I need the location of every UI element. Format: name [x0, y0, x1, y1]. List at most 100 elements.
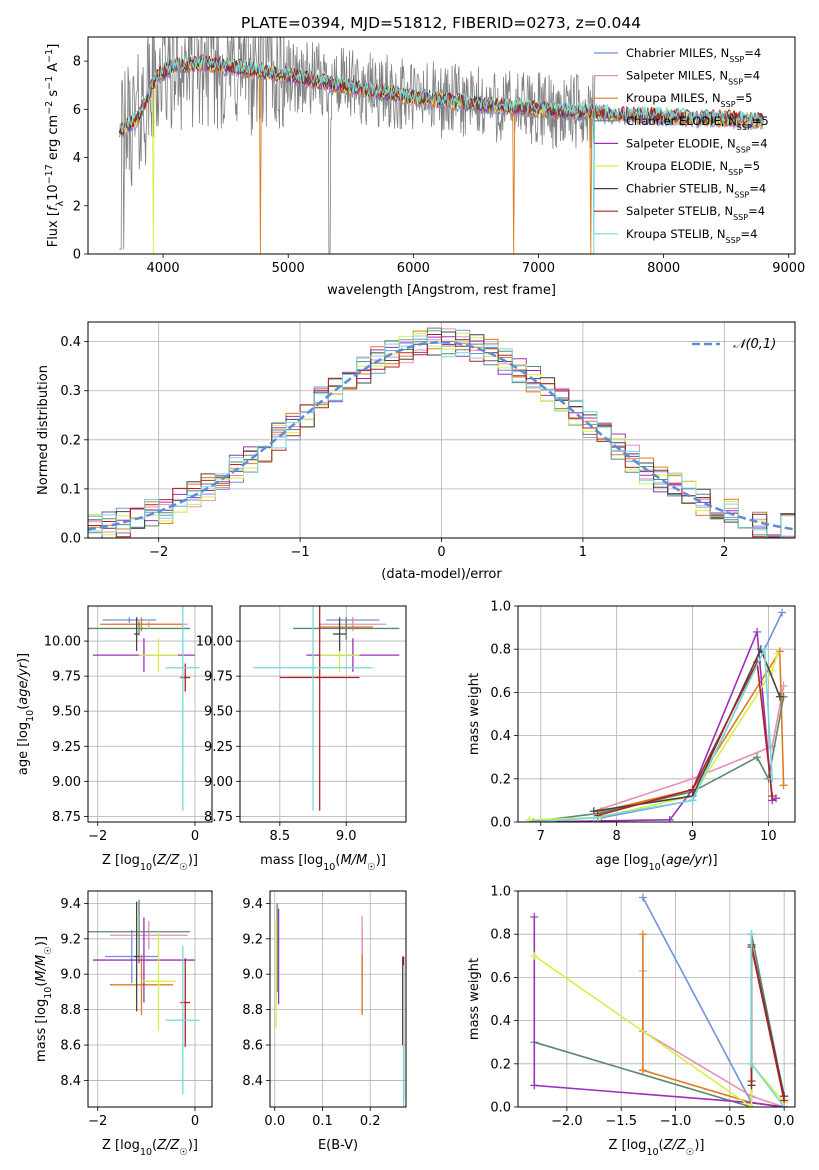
- y-tick-label: 8.6: [242, 1039, 263, 1054]
- x-axis-label: (data-model)/error: [381, 567, 502, 582]
- legend-label: Kroupa ELODIE, NSSP=5: [626, 159, 760, 177]
- axes-mass-vs-ebv: 0.0 0.1 0.2 8.4 8.6 8.8 9.0 9.2 9.4: [242, 890, 407, 1129]
- spectrum-model-line: [118, 56, 764, 136]
- legend-label: Salpeter STELIB, NSSP=4: [626, 204, 765, 222]
- weight-point-marker: [753, 627, 762, 636]
- legend-label: Kroupa STELIB, NSSP=4: [626, 227, 757, 245]
- y-tick-label: 8.75: [52, 810, 81, 825]
- legend-label: 𝒩(0,1): [733, 337, 776, 352]
- figure-title: PLATE=0394, MJD=51812, FIBERID=0273, z=0…: [241, 14, 641, 32]
- y-axis-label: mass weight: [467, 958, 482, 1040]
- x-tick-label: 8.5: [269, 829, 290, 844]
- y-tick-label: 9.75: [204, 670, 233, 685]
- legend-label: Chabrier ELODIE, NSSP=5: [626, 114, 769, 132]
- weight-point-marker: [747, 1059, 756, 1068]
- plot-area-age-vs-z: [88, 606, 200, 811]
- weight-point-marker: [638, 893, 647, 902]
- y-tick-label: 1.0: [490, 885, 511, 900]
- y-axis-label: Flux [fλ10−17 erg cm−2 s−1 A−1]: [44, 44, 66, 248]
- y-tick-label: 9.00: [52, 775, 81, 790]
- weight-line: [529, 653, 779, 821]
- x-axis-label: Z [log10(Z/Z☉)]: [102, 1138, 198, 1158]
- weight-point-marker: [768, 792, 777, 801]
- axes-frame: [87, 321, 796, 539]
- y-axis-label: mass weight: [467, 673, 482, 755]
- y-tick-label: 0.6: [490, 971, 511, 986]
- weight-point-marker: [778, 608, 787, 617]
- y-tick-label: 0.6: [490, 686, 511, 701]
- x-tick-label: −2: [149, 545, 168, 560]
- y-tick-label: 4: [73, 151, 81, 166]
- plot-area-mass-vs-ebv: [275, 903, 405, 1107]
- x-tick-label: 8: [613, 829, 621, 844]
- y-axis-label: Normed distribution: [36, 365, 51, 495]
- y-tick-label: 8.8: [60, 1003, 81, 1018]
- weight-line: [750, 947, 785, 1101]
- weight-point-marker: [688, 774, 697, 783]
- x-tick-label: 0.0: [264, 1114, 285, 1129]
- plot-area-weight-vs-age: [525, 608, 788, 822]
- plot-area-weight-vs-z: [530, 893, 789, 1107]
- weight-point-marker: [638, 930, 647, 939]
- y-tick-label: 9.00: [204, 775, 233, 790]
- x-tick-label: 2: [720, 545, 728, 560]
- x-tick-label: 7: [537, 829, 545, 844]
- x-tick-label: 9: [688, 829, 696, 844]
- weight-point-marker: [530, 912, 539, 921]
- y-tick-label: 2: [73, 199, 81, 214]
- weight-point-marker: [760, 645, 769, 654]
- weight-point-marker: [638, 1066, 647, 1075]
- weight-point-marker: [688, 785, 697, 794]
- legend-label: Chabrier STELIB, NSSP=4: [626, 182, 766, 200]
- y-tick-label: 0.2: [490, 1057, 511, 1072]
- weight-point-marker: [779, 781, 788, 790]
- x-tick-label: 0.2: [360, 1114, 381, 1129]
- axes-weight-vs-z: −2.0 −1.5 −1.0 −0.5 0.0 0.0 0.2 0.4 0.6 0.8 1.0: [490, 885, 796, 1129]
- weight-point-marker: [530, 951, 539, 960]
- weight-point-marker: [775, 692, 784, 701]
- x-tick-label: 9000: [772, 261, 805, 276]
- weight-line: [529, 696, 785, 822]
- y-tick-label: 9.75: [52, 670, 81, 685]
- x-tick-label: 6000: [397, 261, 430, 276]
- axes-frame: [87, 36, 796, 255]
- y-tick-label: 9.25: [204, 740, 233, 755]
- weight-point-marker: [747, 1077, 756, 1086]
- axes-age-vs-mass: 8.5 9.0 8.75 9.00 9.25 9.50 9.75 10.00: [196, 605, 407, 844]
- x-tick-label: 7000: [522, 261, 555, 276]
- x-tick-label: 9.0: [336, 829, 357, 844]
- y-tick-label: 9.25: [52, 740, 81, 755]
- y-tick-label: 0.1: [60, 482, 81, 497]
- x-axis-label: Z [log10(Z/Z☉)]: [102, 853, 198, 873]
- y-tick-label: 0.2: [60, 433, 81, 448]
- y-tick-label: 8.8: [242, 1003, 263, 1018]
- axes-frame: [517, 890, 796, 1108]
- axes-residuals: −2 −1 0 1 2 0.0 0.1 0.2 0.3 0.4 𝒩(0,1): [60, 321, 796, 560]
- weight-line: [601, 612, 783, 819]
- y-tick-label: 0.4: [490, 1014, 511, 1029]
- weight-point-marker: [772, 794, 781, 803]
- plot-area-mass-vs-z: [88, 899, 200, 1095]
- axes-frame: [239, 605, 407, 823]
- x-tick-label: −1.5: [605, 1114, 637, 1129]
- axes-frame: [87, 890, 213, 1108]
- x-tick-label: −2.0: [551, 1114, 583, 1129]
- y-tick-label: 8: [73, 55, 81, 70]
- x-tick-label: −1: [291, 545, 310, 560]
- x-axis-label: E(B-V): [318, 1138, 358, 1153]
- axes-spectrum: 4000 5000 6000 7000 8000 9000 0 2 4 6 8 Chabrier MI…: [73, 36, 805, 276]
- axes-age-vs-z: −2 0 8.75 9.00 9.25 9.50 9.75 10.00: [44, 605, 213, 844]
- weight-point-marker: [753, 753, 762, 762]
- y-tick-label: 10.00: [44, 635, 81, 650]
- plot-area-residuals: [88, 327, 795, 538]
- axes-weight-vs-age: 7 8 9 10 0.0 0.2 0.4 0.6 0.8 1.0: [490, 600, 796, 844]
- y-tick-label: 9.2: [60, 932, 81, 947]
- y-tick-label: 8.4: [60, 1074, 81, 1089]
- x-tick-label: 4000: [147, 261, 180, 276]
- weight-point-marker: [525, 815, 534, 822]
- y-tick-label: 8.6: [60, 1039, 81, 1054]
- weight-line: [593, 685, 785, 812]
- weight-line: [533, 955, 785, 1107]
- weight-line: [533, 916, 785, 1107]
